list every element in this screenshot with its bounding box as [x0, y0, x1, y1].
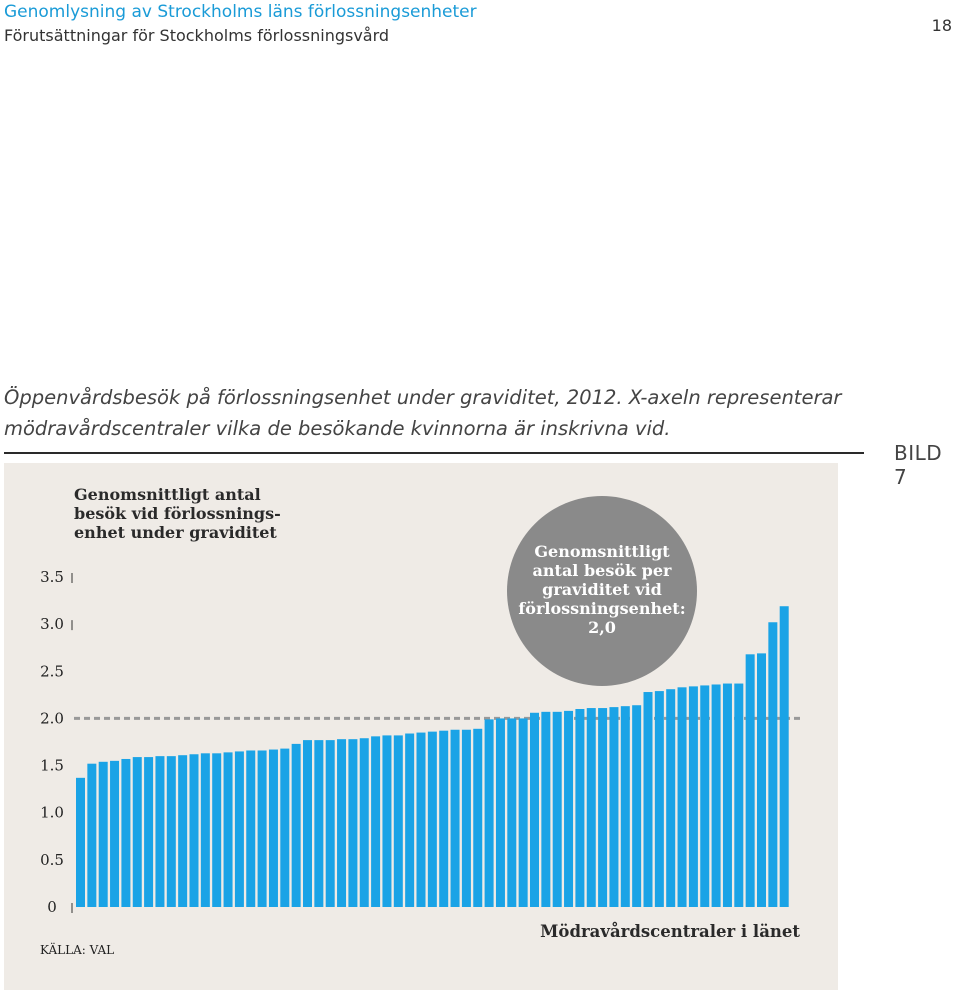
chart-bar — [688, 686, 698, 907]
chart-bar — [144, 757, 154, 907]
chart-bar — [200, 753, 210, 907]
chart-bar — [757, 653, 766, 907]
chart-bar — [677, 687, 687, 907]
chart-bar — [620, 706, 630, 907]
page-number: 18 — [931, 16, 952, 35]
y-tick-label: 2.5 — [40, 662, 64, 680]
chart-bar — [268, 749, 278, 907]
chart-bar — [325, 740, 335, 907]
chart-bar — [223, 752, 233, 907]
y-tick-label: 0.5 — [40, 851, 64, 869]
chart-bar — [382, 735, 392, 907]
chart-bar — [280, 748, 290, 907]
chart-bar — [473, 728, 483, 907]
y-tick-label: 1.0 — [40, 804, 64, 822]
annotation-text-line: antal besök per — [533, 561, 672, 580]
y-tick-label: 0 — [47, 898, 57, 916]
chart-bar — [461, 729, 471, 907]
chart-bar — [541, 711, 551, 907]
source-note: KÄLLA: VAL — [40, 941, 114, 957]
chart-bar — [450, 729, 460, 907]
chart-bar — [427, 731, 437, 907]
chart-bar — [371, 736, 381, 907]
chart-bar — [552, 711, 562, 907]
chart-bar — [745, 654, 755, 907]
chart-bar — [314, 740, 324, 907]
chart-panel: 0 0.5 1.0 1.5 2.0 2.5 3.0 3.5 Genomsnittligt ant… — [4, 463, 838, 990]
chart-bar — [768, 622, 778, 907]
document-title: Genomlysning av Strockholms läns förloss… — [4, 2, 477, 22]
chart-bar — [575, 709, 585, 907]
chart-bar — [700, 685, 710, 907]
chart-bar — [291, 743, 301, 907]
y-tick-label: 2.0 — [40, 709, 64, 727]
y-tick-label: 1.5 — [40, 757, 64, 775]
x-axis-label: Mödravårdscentraler i länet — [540, 921, 800, 941]
chart-bar — [722, 683, 732, 907]
chart-bar — [359, 738, 369, 907]
chart-bar — [779, 606, 789, 907]
annotation-text-line: graviditet vid — [542, 580, 662, 599]
average-annotation-circle — [507, 496, 697, 686]
chart-bar — [98, 761, 108, 907]
chart-bar — [155, 756, 165, 907]
chart-bar — [484, 719, 494, 907]
chart-bar — [666, 689, 676, 907]
y-tick-label: 3.5 — [40, 568, 64, 586]
chart-bar — [507, 718, 517, 907]
chart-bar — [178, 755, 188, 907]
chart-bar — [564, 710, 574, 907]
bar-chart: 0 0.5 1.0 1.5 2.0 2.5 3.0 3.5 Genomsnittligt ant… — [40, 485, 804, 957]
chart-bar — [246, 750, 256, 907]
chart-bar — [643, 692, 653, 907]
chart-title-line: besök vid förlossnings- — [74, 504, 281, 523]
chart-bar — [132, 757, 142, 907]
chart-bar — [189, 754, 199, 907]
chart-bar — [303, 740, 312, 907]
chart-bar — [166, 756, 176, 907]
chart-title-line: enhet under graviditet — [74, 523, 277, 542]
chart-bar — [632, 705, 642, 907]
chart-bar — [586, 708, 596, 907]
chart-bar — [734, 683, 744, 907]
annotation-text-line: förlossningsenhet: — [518, 599, 685, 618]
chart-bar — [530, 712, 539, 907]
chart-title-line: Genomsnittligt antal — [74, 485, 261, 504]
chart-bar — [439, 730, 449, 907]
chart-bar — [337, 739, 347, 907]
chart-bar — [654, 691, 664, 907]
caption-rule — [4, 452, 864, 454]
chart-bar — [76, 777, 85, 907]
chart-bar — [405, 733, 415, 907]
chart-bar — [110, 760, 120, 907]
chart-bar — [598, 708, 608, 907]
chart-bar — [257, 750, 267, 907]
chart-bar — [87, 763, 97, 907]
chart-bar — [609, 707, 619, 907]
chart-bar — [348, 739, 358, 907]
figure-label: BILD 7 — [894, 441, 943, 489]
chart-bar — [393, 735, 403, 907]
annotation-text-line: 2,0 — [588, 618, 616, 637]
figure-caption: Öppenvårdsbesök på förlossningsenhet und… — [4, 386, 842, 440]
document-subtitle: Förutsättningar för Stockholms förlossni… — [4, 26, 390, 45]
chart-bar — [212, 753, 222, 907]
annotation-text-line: Genomsnittligt — [534, 542, 670, 561]
y-tick-label: 3.0 — [40, 615, 64, 633]
chart-bar — [518, 718, 528, 907]
chart-bar — [711, 684, 721, 907]
chart-bar — [495, 718, 505, 907]
chart-bar — [416, 732, 426, 907]
chart-bar — [234, 751, 244, 907]
chart-bar — [121, 758, 131, 907]
